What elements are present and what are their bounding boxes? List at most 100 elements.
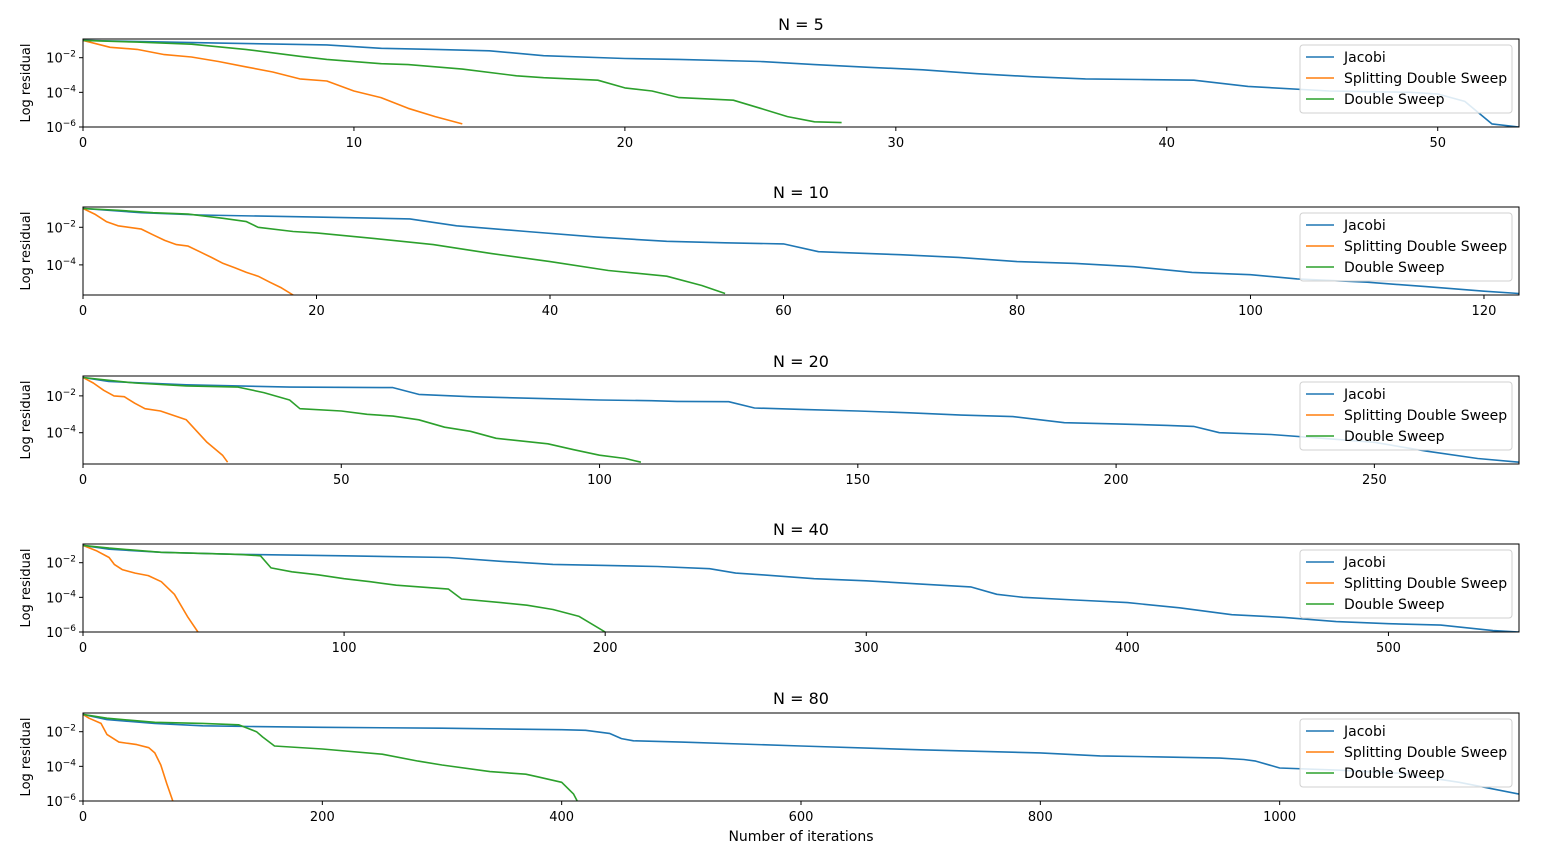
y-tick-label: 10−2 xyxy=(46,219,76,236)
x-tick-label: 50 xyxy=(1429,136,1446,151)
y-axis-label: Log residual xyxy=(19,44,34,123)
x-tick-label: 100 xyxy=(1238,304,1263,319)
x-tick-label: 80 xyxy=(1009,304,1026,319)
y-axis-label: Log residual xyxy=(19,549,34,628)
series-line-double-sweep xyxy=(83,207,726,295)
legend-frame xyxy=(1299,549,1513,619)
series-line-splitting-double-sweep xyxy=(83,713,174,801)
subplot-3: N = 20 Log residual 0 50 100 150 200 250 10−2 10−… xyxy=(19,352,1520,488)
figure-x-axis-label: Number of iterations xyxy=(728,829,873,845)
subplot-4: N = 40 Log residual 0 100 200 300 400 500 10−2 10… xyxy=(19,520,1520,656)
x-tick-label: 0 xyxy=(79,136,87,151)
series-line-jacobi xyxy=(83,713,1519,795)
legend-label: Splitting Double Sweep xyxy=(1344,576,1507,592)
legend-label: Jacobi xyxy=(1343,387,1386,403)
subplot-title: N = 5 xyxy=(778,15,824,34)
legend: Jacobi Splitting Double Sweep Double Sweep xyxy=(1299,718,1513,788)
x-tick-label: 40 xyxy=(542,304,559,319)
x-tick-label: 10 xyxy=(346,136,363,151)
x-tick-label: 0 xyxy=(79,473,87,488)
y-tick-label: 10−4 xyxy=(46,589,76,606)
legend-label: Splitting Double Sweep xyxy=(1344,71,1507,87)
x-tick-label: 20 xyxy=(308,304,325,319)
series-line-jacobi xyxy=(83,376,1519,463)
series-line-jacobi xyxy=(83,544,1519,632)
legend-label: Double Sweep xyxy=(1344,597,1445,613)
x-tick-label: 120 xyxy=(1472,304,1497,319)
x-tick-label: 40 xyxy=(1159,136,1176,151)
x-tick-label: 1000 xyxy=(1263,810,1296,825)
x-tick-label: 200 xyxy=(593,641,618,656)
x-tick-label: 400 xyxy=(549,810,574,825)
legend-frame xyxy=(1299,212,1513,282)
series-line-splitting-double-sweep xyxy=(83,376,229,463)
y-tick-label: 10−2 xyxy=(46,724,76,741)
x-tick-label: 0 xyxy=(79,304,87,319)
x-tick-label: 300 xyxy=(854,641,879,656)
subplot-title: N = 10 xyxy=(773,183,829,202)
y-axis-label: Log residual xyxy=(19,212,34,291)
series-line-jacobi xyxy=(83,207,1519,295)
series-line-splitting-double-sweep xyxy=(83,207,294,295)
x-tick-label: 150 xyxy=(845,473,870,488)
subplot-title: N = 20 xyxy=(773,352,829,371)
legend-label: Splitting Double Sweep xyxy=(1344,408,1507,424)
legend: Jacobi Splitting Double Sweep Double Sweep xyxy=(1299,381,1513,451)
legend-label: Double Sweep xyxy=(1344,766,1445,782)
legend-label: Splitting Double Sweep xyxy=(1344,745,1507,761)
y-tick-label: 10−4 xyxy=(46,84,76,101)
legend-frame xyxy=(1299,381,1513,451)
legend-label: Jacobi xyxy=(1343,555,1386,571)
subplot-5: N = 80 Log residual 0 200 400 600 800 1000 10−2 1… xyxy=(19,689,1520,825)
series-line-double-sweep xyxy=(83,713,578,801)
x-tick-label: 100 xyxy=(587,473,612,488)
x-tick-label: 30 xyxy=(888,136,905,151)
legend-label: Jacobi xyxy=(1343,218,1386,234)
y-tick-label: 10−4 xyxy=(46,257,76,274)
axes-frame xyxy=(82,206,1520,296)
y-tick-label: 10−4 xyxy=(46,758,76,775)
y-tick-label: 10−4 xyxy=(46,425,76,442)
series-line-splitting-double-sweep xyxy=(83,544,199,632)
series-line-splitting-double-sweep xyxy=(83,39,463,125)
x-tick-label: 20 xyxy=(617,136,634,151)
x-tick-label: 200 xyxy=(1104,473,1129,488)
legend-frame xyxy=(1299,718,1513,788)
legend-label: Jacobi xyxy=(1343,50,1386,66)
y-tick-label: 10−6 xyxy=(46,624,76,641)
series-line-double-sweep xyxy=(83,376,642,463)
x-tick-label: 100 xyxy=(332,641,357,656)
x-tick-label: 400 xyxy=(1115,641,1140,656)
legend: Jacobi Splitting Double Sweep Double Sweep xyxy=(1299,549,1513,619)
subplot-1: N = 5 Log residual 0 10 20 30 40 50 10−2 10−4 10−6… xyxy=(19,15,1520,151)
subplot-title: N = 80 xyxy=(773,689,829,708)
legend-label: Jacobi xyxy=(1343,724,1386,740)
subplot-title: N = 40 xyxy=(773,520,829,539)
y-axis-label: Log residual xyxy=(19,718,34,797)
x-tick-label: 250 xyxy=(1362,473,1387,488)
axes-frame xyxy=(82,543,1520,633)
x-tick-label: 600 xyxy=(789,810,814,825)
y-tick-label: 10−6 xyxy=(46,119,76,136)
y-tick-label: 10−6 xyxy=(46,793,76,810)
x-tick-label: 200 xyxy=(310,810,335,825)
y-tick-label: 10−2 xyxy=(46,555,76,572)
axes-frame xyxy=(82,38,1520,128)
y-axis-label: Log residual xyxy=(19,381,34,460)
x-tick-label: 800 xyxy=(1028,810,1053,825)
legend: Jacobi Splitting Double Sweep Double Sweep xyxy=(1299,44,1513,114)
series-line-double-sweep xyxy=(83,544,606,632)
y-tick-label: 10−2 xyxy=(46,50,76,67)
legend-label: Double Sweep xyxy=(1344,260,1445,276)
legend: Jacobi Splitting Double Sweep Double Sweep xyxy=(1299,212,1513,282)
x-tick-label: 60 xyxy=(775,304,792,319)
legend-frame xyxy=(1299,44,1513,114)
subplot-2: N = 10 Log residual 0 20 40 60 80 100 120 10−2 10−… xyxy=(19,183,1520,319)
x-tick-label: 0 xyxy=(79,641,87,656)
legend-label: Double Sweep xyxy=(1344,92,1445,108)
legend-label: Double Sweep xyxy=(1344,429,1445,445)
x-tick-label: 50 xyxy=(333,473,350,488)
x-tick-label: 500 xyxy=(1376,641,1401,656)
axes-frame xyxy=(82,375,1520,465)
